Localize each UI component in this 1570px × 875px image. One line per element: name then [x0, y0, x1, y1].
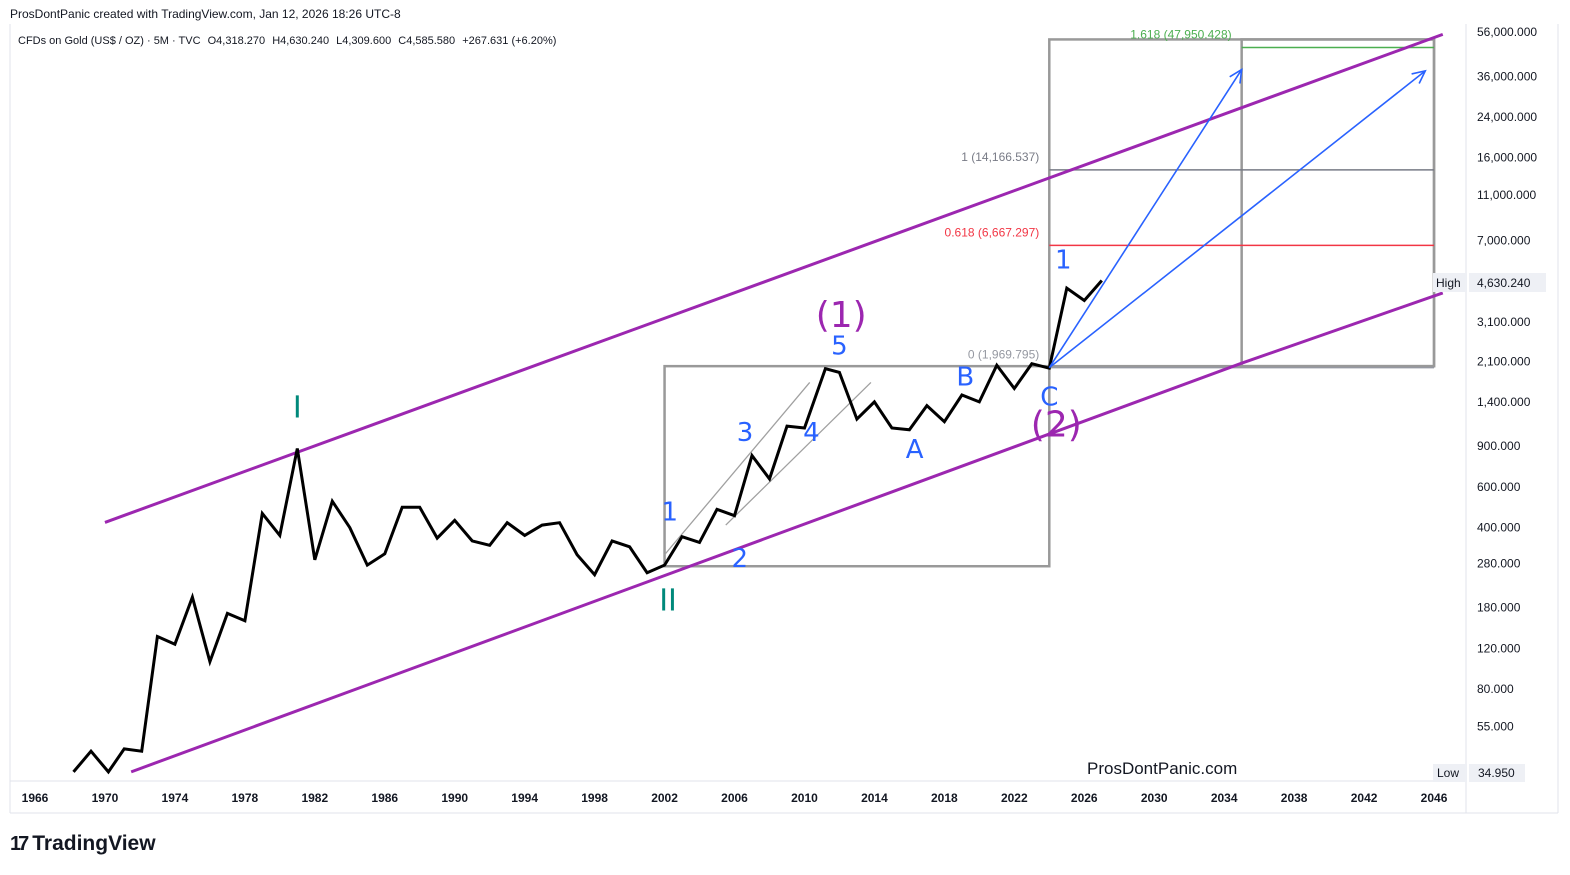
high-badge: High 4,630.240 — [1433, 273, 1546, 292]
time-tick-label: 2002 — [651, 791, 678, 805]
price-tick-label: 36,000.000 — [1477, 69, 1537, 83]
fib-level-label-3: 0 (1,969.795) — [968, 348, 1039, 362]
price-axis[interactable]: 56,000.000 36,000.000 24,000.000 16,000.000… — [1477, 25, 1537, 734]
high-value: H4,630.240 — [272, 35, 330, 47]
time-tick-label: 1970 — [92, 791, 119, 805]
time-tick-label: 2038 — [1281, 791, 1308, 805]
tradingview-logo[interactable]: 17 TradingView — [10, 832, 156, 856]
low-badge: Low 34.950 — [1433, 764, 1525, 782]
wave-label: I — [293, 390, 302, 425]
low-badge-label: Low — [1437, 766, 1459, 780]
fib-level-label-1: 1 (14,166.537) — [961, 150, 1039, 164]
target-arrows — [1048, 68, 1427, 369]
watermark-text: ProsDontPanic.com — [1087, 759, 1238, 778]
wave-label: 1 — [662, 497, 679, 527]
channel-upper-line — [104, 32, 1444, 524]
projection-box-1 — [663, 364, 1051, 568]
wave-label: II — [659, 583, 677, 618]
time-tick-label: 1990 — [441, 791, 468, 805]
trend-channel — [104, 32, 1444, 774]
price-tick-label: 11,000.000 — [1477, 188, 1536, 202]
wave-label: A — [906, 435, 924, 465]
time-tick-label: 2014 — [861, 791, 888, 805]
price-tick-label: 900.000 — [1477, 439, 1521, 453]
symbol-ohlc-line: CFDs on Gold (US$ / OZ) · 5M · TVC O4,31… — [18, 35, 560, 47]
target-arrow-shaft — [1048, 69, 1243, 369]
low-badge-value: 34.950 — [1478, 766, 1515, 780]
high-badge-value: 4,630.240 — [1477, 276, 1531, 290]
time-tick-label: 2034 — [1211, 791, 1238, 805]
time-tick-label: 1978 — [232, 791, 259, 805]
high-badge-label: High — [1436, 276, 1461, 290]
wave-label: (1) — [816, 295, 867, 336]
wave-label: 3 — [737, 418, 754, 448]
fib-extension: 1.618 (47,950.428) 1 (14,166.537) 0.618 (6… — [945, 28, 1435, 369]
target-arrow-head-icon — [1411, 69, 1427, 84]
target-arrow-shaft — [1048, 70, 1426, 369]
time-tick-label: 2018 — [931, 791, 958, 805]
tradingview-logo-text: TradingView — [32, 832, 156, 855]
price-tick-label: 400.000 — [1477, 521, 1521, 535]
price-series — [72, 279, 1103, 775]
symbol-name[interactable]: CFDs on Gold (US$ / OZ) · 5M · TVC — [18, 35, 201, 47]
wave-label: C — [1040, 383, 1058, 413]
target-arrow-2 — [1048, 69, 1427, 369]
price-tick-label: 16,000.000 — [1477, 151, 1537, 165]
wave3-channel-line-0 — [664, 382, 811, 556]
time-tick-label: 1982 — [301, 791, 328, 805]
channel-lower_ext-line — [1241, 291, 1444, 365]
tradingview-mark-icon: 17 — [10, 832, 29, 855]
price-tick-label: 2,100.000 — [1477, 354, 1531, 368]
time-tick-label: 1994 — [511, 791, 538, 805]
time-tick-label: 2006 — [721, 791, 748, 805]
projection-boxes — [663, 38, 1436, 568]
time-tick-label: 1998 — [581, 791, 608, 805]
price-tick-label: 120.000 — [1477, 641, 1521, 655]
price-line — [72, 279, 1103, 775]
price-tick-label: 180.000 — [1477, 601, 1521, 615]
fib-level-label-2: 0.618 (6,667.297) — [945, 225, 1040, 239]
price-tick-label: 3,100.000 — [1477, 315, 1531, 329]
wave-label: B — [956, 362, 974, 392]
time-tick-label: 1974 — [162, 791, 189, 805]
price-tick-label: 7,000.000 — [1477, 234, 1531, 248]
price-tick-label: 56,000.000 — [1477, 25, 1537, 39]
time-tick-label: 2042 — [1351, 791, 1378, 805]
price-tick-label: 24,000.000 — [1477, 110, 1537, 124]
time-tick-label: 2046 — [1421, 791, 1448, 805]
time-tick-label: 2022 — [1001, 791, 1028, 805]
wave-label: 1 — [1055, 245, 1072, 275]
open-value: O4,318.270 — [207, 35, 266, 47]
time-tick-label: 1986 — [371, 791, 398, 805]
wave-label: 5 — [831, 331, 848, 361]
time-tick-label: 2010 — [791, 791, 818, 805]
change-value: +267.631 (+6.20%) — [462, 35, 557, 47]
wave-label: (2) — [1031, 405, 1082, 446]
wave-label: 4 — [803, 418, 820, 448]
time-axis[interactable]: 1966 1970 1974 1978 1982 1986 1990 1994 1998 2002… — [22, 791, 1448, 805]
wave-label: 2 — [731, 544, 748, 574]
time-tick-label: 1966 — [22, 791, 49, 805]
close-value: C4,585.580 — [398, 35, 456, 47]
target-arrow-head-icon — [1229, 68, 1243, 84]
time-tick-label: 2030 — [1141, 791, 1168, 805]
price-tick-label: 600.000 — [1477, 480, 1521, 494]
price-tick-label: 80.000 — [1477, 682, 1514, 696]
projection-box-3 — [1240, 38, 1436, 368]
low-value: L4,309.600 — [336, 35, 392, 47]
price-tick-label: 55.000 — [1477, 720, 1514, 734]
channel-lower-line — [130, 361, 1243, 774]
wave3-channel-line-1 — [725, 381, 872, 526]
price-tick-label: 280.000 — [1477, 556, 1521, 570]
fib-level-label-0: 1.618 (47,950.428) — [1130, 28, 1231, 42]
wave3-channel — [664, 381, 872, 556]
price-tick-label: 1,400.000 — [1477, 395, 1531, 409]
chart-credit: ProsDontPanic created with TradingView.c… — [10, 7, 401, 21]
target-arrow-1 — [1048, 68, 1243, 369]
time-tick-label: 2026 — [1071, 791, 1098, 805]
